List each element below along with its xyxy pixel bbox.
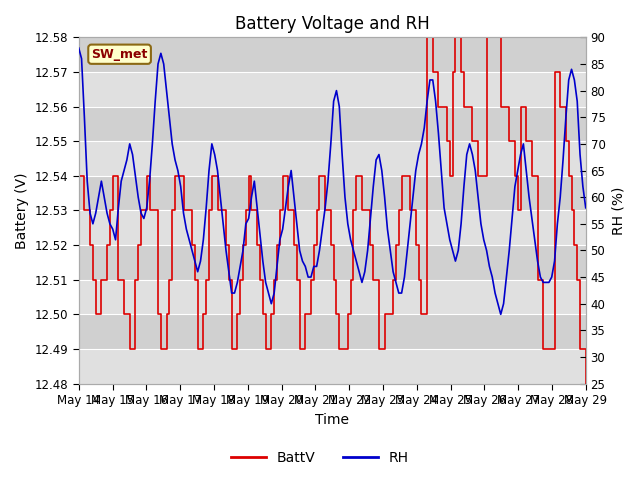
Bar bbox=[79, 349, 586, 384]
X-axis label: Time: Time bbox=[316, 413, 349, 427]
Bar bbox=[79, 245, 586, 280]
Bar bbox=[79, 141, 586, 176]
Text: SW_met: SW_met bbox=[92, 48, 148, 61]
Bar bbox=[79, 107, 586, 141]
Bar bbox=[79, 280, 586, 314]
Y-axis label: Battery (V): Battery (V) bbox=[15, 172, 29, 249]
Bar bbox=[79, 37, 586, 72]
Bar bbox=[79, 211, 586, 245]
Bar bbox=[79, 72, 586, 107]
Legend: BattV, RH: BattV, RH bbox=[225, 445, 415, 471]
Y-axis label: RH (%): RH (%) bbox=[611, 186, 625, 235]
Title: Battery Voltage and RH: Battery Voltage and RH bbox=[235, 15, 429, 33]
Bar bbox=[79, 314, 586, 349]
Bar bbox=[79, 176, 586, 211]
